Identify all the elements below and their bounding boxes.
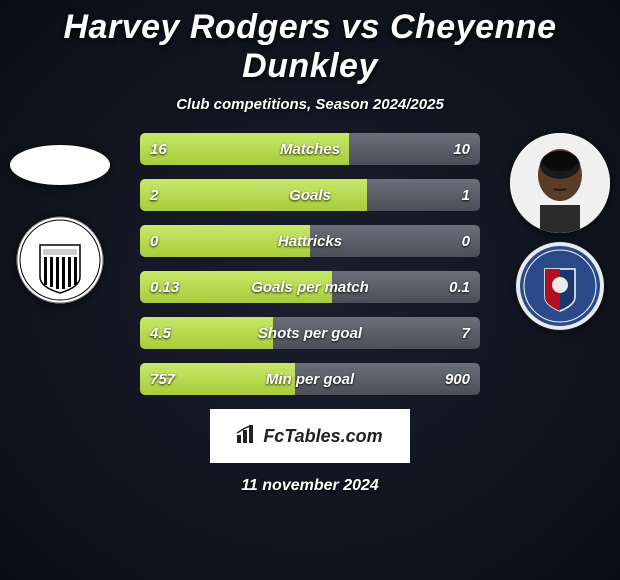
stat-value-right: 0 [462,225,470,257]
stat-label: Shots per goal [140,317,480,349]
footer-date: 11 november 2024 [0,477,620,495]
player-right-club-crest [515,241,605,331]
stat-value-right: 10 [453,133,470,165]
player-left-column [0,133,120,305]
player-left-avatar [10,145,110,185]
player-right-avatar [510,133,610,233]
stats-bars: Matches16 10 Goals2 1 Hattricks0 0 Goals per m… [140,133,480,395]
stat-label: Goals [140,179,480,211]
stat-value-right: 1 [462,179,470,211]
fctables-brand-text: FcTables.com [263,426,382,447]
stat-value-right: 7 [462,317,470,349]
fctables-logo[interactable]: FcTables.com [210,409,410,463]
stat-value-right: 0.1 [449,271,470,303]
comparison-content: Matches16 10 Goals2 1 Hattricks0 0 Goals per m… [0,133,620,395]
stat-row: Goals per match0.13 0.1 [140,271,480,303]
subtitle: Club competitions, Season 2024/2025 [0,96,620,113]
bar-chart-icon [237,425,257,448]
stat-label: Goals per match [140,271,480,303]
stat-value-left: 0.13 [150,271,179,303]
stat-row: Matches16 10 [140,133,480,165]
stat-value-left: 2 [150,179,158,211]
stat-value-left: 4.5 [150,317,171,349]
player-left-club-crest [15,215,105,305]
stat-row: Goals2 1 [140,179,480,211]
stat-label: Min per goal [140,363,480,395]
stat-value-left: 0 [150,225,158,257]
stat-row: Min per goal757 900 [140,363,480,395]
stat-label: Hattricks [140,225,480,257]
player-right-column [500,133,620,331]
stat-label: Matches [140,133,480,165]
stat-value-right: 900 [445,363,470,395]
stat-row: Hattricks0 0 [140,225,480,257]
stat-value-left: 16 [150,133,167,165]
page-title: Harvey Rodgers vs Cheyenne Dunkley [0,0,620,86]
stat-value-left: 757 [150,363,175,395]
stat-row: Shots per goal4.5 7 [140,317,480,349]
